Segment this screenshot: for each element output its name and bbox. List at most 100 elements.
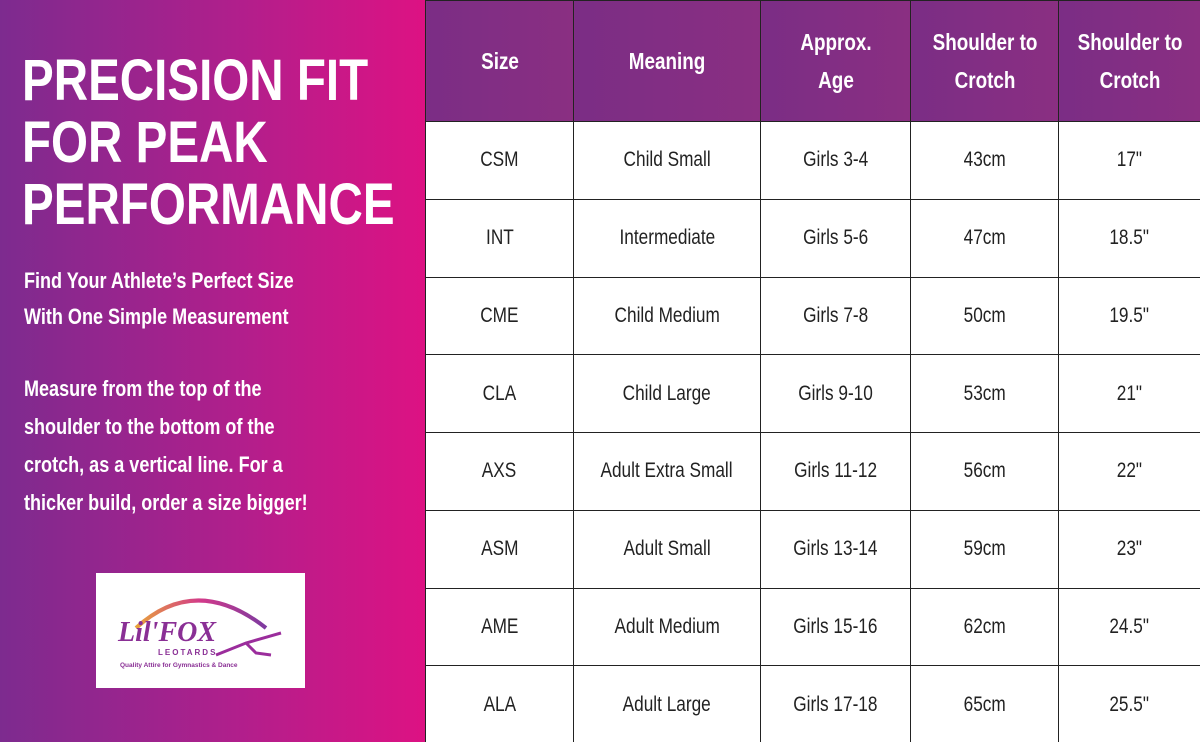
cell-text: Girls 17-18: [793, 692, 878, 716]
table-cell: 23": [1058, 509, 1200, 589]
cell-text: ALA: [483, 692, 516, 716]
cell-text: 23": [1116, 537, 1143, 561]
table-cell: Girls 13-14: [760, 509, 911, 589]
table-row: AME Adult Medium Girls 15-16 62cm 24.5": [425, 587, 1200, 667]
body-line: Measure from the top of the: [24, 370, 370, 408]
column-header: Meaning: [573, 0, 761, 122]
table-cell: Girls 3-4: [760, 121, 911, 200]
table-row: INT Intermediate Girls 5-6 47cm 18.5": [425, 198, 1200, 278]
cell-text: 47cm: [963, 226, 1006, 250]
table-cell: INT: [425, 198, 574, 278]
cell-text: CSM: [480, 148, 519, 172]
logo-tagline: Quality Attire for Gymnastics & Dance: [120, 662, 238, 669]
cell-text: Girls 3-4: [802, 148, 869, 172]
header-row: Size Meaning Approx. Age Shoulder to Crotch…: [425, 0, 1200, 122]
cell-text: 19.5": [1109, 303, 1150, 327]
logo-sub: LEOTARDS: [158, 648, 217, 657]
table-cell: 21": [1058, 354, 1200, 433]
table-cell: Girls 17-18: [760, 665, 911, 742]
table-cell: Girls 7-8: [760, 276, 911, 356]
column-header-text: Shoulder to Crotch: [932, 29, 1037, 93]
body-text: shoulder to the bottom of the: [24, 414, 275, 439]
table-cell: ASM: [425, 509, 574, 589]
title-line: PERFORMANCE: [22, 174, 476, 236]
table-cell: 59cm: [910, 509, 1059, 589]
cell-text: Adult Large: [622, 692, 712, 716]
cell-text: Intermediate: [619, 226, 715, 250]
title: PRECISION FIT FOR PEAK PERFORMANCE: [22, 50, 476, 236]
table-cell: 65cm: [910, 665, 1059, 742]
table-cell: 17": [1058, 121, 1200, 200]
table-cell: ALA: [425, 665, 574, 742]
column-header: Shoulder to Crotch: [1058, 0, 1200, 122]
cell-text: 25.5": [1109, 692, 1150, 716]
title-line: FOR PEAK: [22, 112, 476, 174]
column-header-text: Approx. Age: [799, 29, 872, 93]
table-cell: 24.5": [1058, 587, 1200, 667]
body-text: crotch, as a vertical line. For a: [24, 452, 283, 477]
table-cell: Girls 9-10: [760, 354, 911, 433]
cell-text: Child Large: [622, 381, 712, 405]
body-text: thicker build, order a size bigger!: [24, 490, 308, 515]
table-row: ASM Adult Small Girls 13-14 59cm 23": [425, 509, 1200, 589]
subtitle: Find Your Athlete’s Perfect Size With One…: [24, 263, 353, 335]
table-cell: 47cm: [910, 198, 1059, 278]
cell-text: Girls 11-12: [794, 459, 877, 483]
table-cell: Intermediate: [573, 198, 761, 278]
cell-text: 65cm: [963, 692, 1006, 716]
table-cell: Child Large: [573, 354, 761, 433]
cell-text: Girls 15-16: [793, 614, 878, 638]
table-row: CLA Child Large Girls 9-10 53cm 21": [425, 354, 1200, 433]
table-cell: CLA: [425, 354, 574, 433]
cell-text: Girls 9-10: [798, 381, 873, 405]
table-cell: 56cm: [910, 432, 1059, 511]
logo-art: Lil'FOX LEOTARDS Quality Attire for Gymn…: [117, 598, 282, 669]
logo-gymnast: [215, 631, 282, 657]
table-cell: 50cm: [910, 276, 1059, 356]
instructions: Measure from the top of the shoulder to t…: [24, 370, 370, 522]
title-line: PRECISION FIT: [22, 50, 476, 112]
table-cell: Adult Small: [573, 509, 761, 589]
column-header: Shoulder to Crotch: [910, 0, 1059, 122]
column-header-text: Shoulder to Crotch: [1077, 29, 1182, 93]
table-row: CSM Child Small Girls 3-4 43cm 17": [425, 121, 1200, 200]
table-row: CME Child Medium Girls 7-8 50cm 19.5": [425, 276, 1200, 356]
cell-text: Adult Medium: [614, 614, 720, 638]
table-cell: 18.5": [1058, 198, 1200, 278]
column-header-text: Meaning: [628, 48, 706, 74]
cell-text: Adult Small: [623, 537, 711, 561]
sub-line: With One Simple Measurement: [24, 299, 353, 335]
table-cell: Child Medium: [573, 276, 761, 356]
cell-text: Child Medium: [614, 303, 720, 327]
sub-text: Find Your Athlete’s Perfect Size: [24, 268, 294, 293]
table-cell: 19.5": [1058, 276, 1200, 356]
title-text: PERFORMANCE: [22, 172, 395, 237]
sub-text: With One Simple Measurement: [24, 304, 289, 329]
cell-text: CME: [480, 303, 519, 327]
column-header-text: Size: [480, 48, 519, 74]
cell-text: 56cm: [963, 459, 1006, 483]
cell-text: 24.5": [1109, 614, 1150, 638]
table-row: ALA Adult Large Girls 17-18 65cm 25.5": [425, 665, 1200, 742]
cell-text: 21": [1116, 381, 1143, 405]
cell-text: AXS: [482, 459, 517, 483]
body-line: shoulder to the bottom of the: [24, 408, 370, 446]
table-cell: Adult Extra Small: [573, 432, 761, 511]
table-cell: Girls 15-16: [760, 587, 911, 667]
cell-text: Girls 13-14: [793, 537, 878, 561]
title-text: FOR PEAK: [22, 110, 268, 175]
column-header: Size: [425, 0, 574, 122]
cell-text: Child Small: [623, 148, 711, 172]
cell-text: Girls 7-8: [802, 303, 869, 327]
cell-text: Girls 5-6: [802, 226, 869, 250]
table-cell: 62cm: [910, 587, 1059, 667]
cell-text: 59cm: [963, 537, 1006, 561]
table-cell: CME: [425, 276, 574, 356]
cell-text: AME: [480, 614, 519, 638]
body-line: thicker build, order a size bigger!: [24, 484, 370, 522]
cell-text: 43cm: [963, 148, 1006, 172]
cell-text: 17": [1116, 148, 1143, 172]
cell-text: 50cm: [963, 303, 1006, 327]
cell-text: CLA: [482, 381, 517, 405]
